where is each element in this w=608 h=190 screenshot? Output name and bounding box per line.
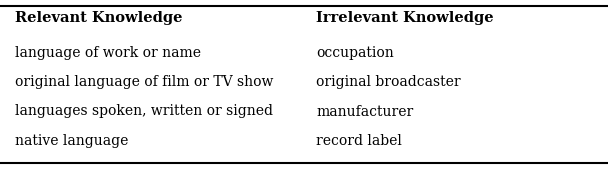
Text: Relevant Knowledge: Relevant Knowledge [15,11,182,25]
Text: record label: record label [316,134,402,148]
Text: native language: native language [15,134,128,148]
Text: language of work or name: language of work or name [15,46,201,60]
Text: original language of film or TV show: original language of film or TV show [15,75,274,89]
Text: original broadcaster: original broadcaster [316,75,461,89]
Text: occupation: occupation [316,46,394,60]
Text: Irrelevant Knowledge: Irrelevant Knowledge [316,11,494,25]
Text: languages spoken, written or signed: languages spoken, written or signed [15,105,273,119]
Text: manufacturer: manufacturer [316,105,413,119]
